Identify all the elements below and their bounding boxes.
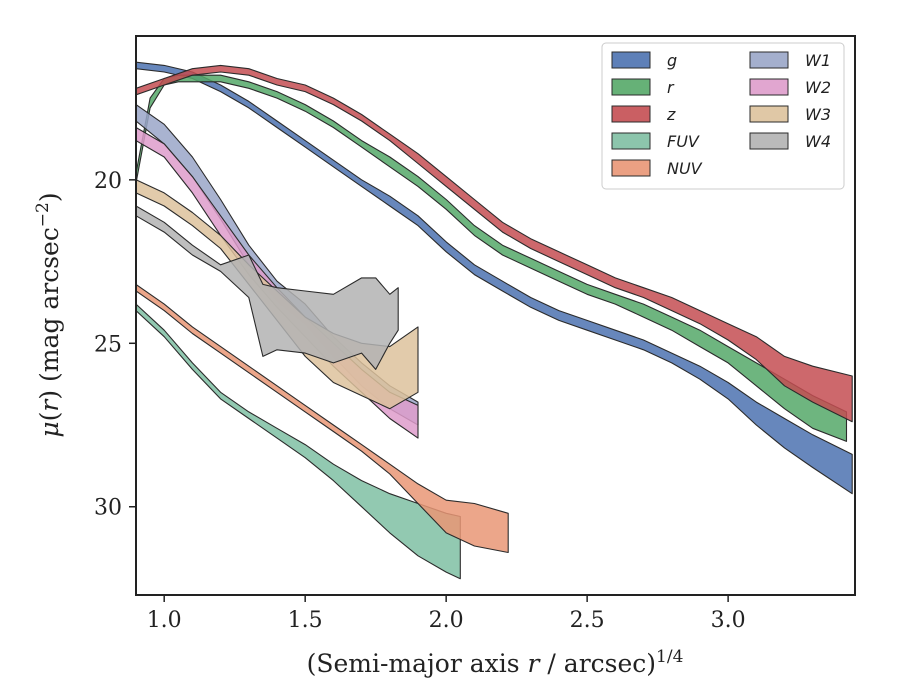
series-band-z — [136, 64, 853, 423]
y-tick-label: 30 — [94, 496, 122, 521]
legend-swatch-r — [611, 78, 651, 96]
y-tick-label: 25 — [94, 332, 122, 357]
x-tick-label: 2.5 — [570, 608, 605, 633]
y-tick-label: 20 — [94, 169, 122, 194]
legend-label-z: z — [666, 105, 676, 124]
legend-swatch-nuv — [611, 159, 651, 177]
legend-label-fuv: FUV — [667, 132, 700, 151]
y-axis-title: μ(r) (mag arcsec−2) — [33, 192, 64, 437]
legend-label-nuv: NUV — [667, 159, 703, 178]
series-band-r — [136, 74, 848, 442]
legend-swatch-z — [611, 105, 651, 123]
legend-label-w4: W4 — [805, 132, 831, 151]
x-tick-label: 1.0 — [147, 608, 182, 633]
series-band-nuv — [136, 283, 509, 554]
legend-swatch-w1 — [749, 51, 789, 69]
legend-label-w1: W1 — [805, 51, 831, 70]
x-tick-label: 1.5 — [288, 608, 323, 633]
y-axis: 20 25 30 — [94, 169, 136, 521]
legend: grz FUV NUV W1 W2 W3 W4 — [601, 42, 845, 190]
legend-label-r: r — [667, 78, 675, 97]
x-tick-label: 2.0 — [429, 608, 464, 633]
legend-swatch-g — [611, 51, 651, 69]
legend-label-w2: W2 — [805, 78, 831, 97]
x-axis: 1.0 1.5 2.0 2.5 3.0 — [147, 595, 746, 633]
series-layer — [136, 61, 853, 580]
legend-swatch-fuv — [611, 132, 651, 150]
series-band-g — [136, 61, 853, 495]
plot-frame — [135, 35, 856, 596]
x-tick-label: 3.0 — [711, 608, 746, 633]
legend-swatch-w2 — [749, 78, 789, 96]
legend-swatch-w4 — [749, 132, 789, 150]
series-band-fuv — [136, 303, 461, 580]
series-band-w4 — [136, 205, 399, 370]
legend-label-g: g — [667, 51, 677, 70]
legend-swatch-w3 — [749, 105, 789, 123]
x-axis-title: (Semi-major axis r / arcsec)1/4 — [307, 647, 684, 678]
legend-label-w3: W3 — [805, 105, 831, 124]
